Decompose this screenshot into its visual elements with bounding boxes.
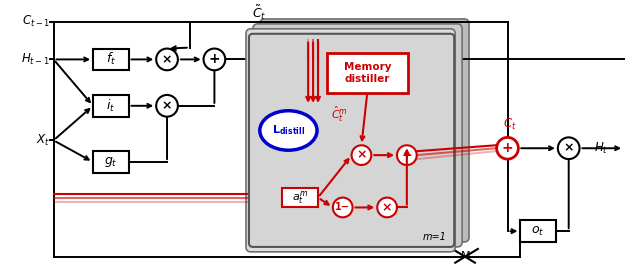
Text: $X_t$: $X_t$: [36, 133, 49, 148]
Text: ×: ×: [563, 142, 574, 155]
Text: +: +: [401, 149, 412, 162]
Text: +: +: [209, 52, 220, 66]
FancyBboxPatch shape: [249, 34, 454, 247]
Circle shape: [397, 145, 417, 165]
Text: $\mathbf{L_{distill}}$: $\mathbf{L_{distill}}$: [272, 123, 305, 137]
Text: $C_t$: $C_t$: [502, 117, 516, 132]
Text: ×: ×: [356, 149, 367, 162]
Text: 1−: 1−: [335, 202, 350, 212]
FancyBboxPatch shape: [93, 95, 129, 117]
Ellipse shape: [260, 111, 317, 150]
Circle shape: [333, 197, 353, 217]
Text: $C_{t-1}$: $C_{t-1}$: [22, 14, 49, 29]
Text: $a_t^m$: $a_t^m$: [292, 189, 308, 206]
Text: distiller: distiller: [345, 74, 390, 84]
Circle shape: [204, 49, 225, 70]
Text: $g_t$: $g_t$: [104, 155, 118, 169]
FancyBboxPatch shape: [520, 220, 556, 242]
Circle shape: [497, 137, 518, 159]
Text: $\hat{C}_t^m$: $\hat{C}_t^m$: [332, 105, 348, 124]
FancyBboxPatch shape: [282, 188, 318, 208]
FancyBboxPatch shape: [253, 24, 462, 247]
FancyBboxPatch shape: [93, 151, 129, 173]
Text: +: +: [502, 141, 513, 155]
Text: $\tilde{C}_t$: $\tilde{C}_t$: [252, 4, 266, 22]
Circle shape: [377, 197, 397, 217]
Text: Memory: Memory: [344, 62, 391, 72]
Text: ×: ×: [162, 99, 172, 112]
Text: $f_t$: $f_t$: [106, 51, 116, 67]
Circle shape: [351, 145, 371, 165]
Text: $o_t$: $o_t$: [531, 225, 545, 238]
Text: $i_t$: $i_t$: [106, 98, 115, 114]
Text: $H_{t-1}$: $H_{t-1}$: [21, 52, 49, 67]
FancyBboxPatch shape: [246, 29, 455, 252]
Circle shape: [156, 95, 178, 117]
Text: ×: ×: [162, 53, 172, 66]
FancyBboxPatch shape: [93, 49, 129, 70]
FancyBboxPatch shape: [260, 19, 469, 242]
Text: m=1: m=1: [422, 232, 446, 242]
Text: ×: ×: [382, 201, 392, 214]
Text: M: M: [461, 251, 471, 261]
Text: $H_t$: $H_t$: [594, 141, 609, 156]
Circle shape: [558, 137, 580, 159]
Circle shape: [156, 49, 178, 70]
FancyBboxPatch shape: [327, 54, 408, 93]
